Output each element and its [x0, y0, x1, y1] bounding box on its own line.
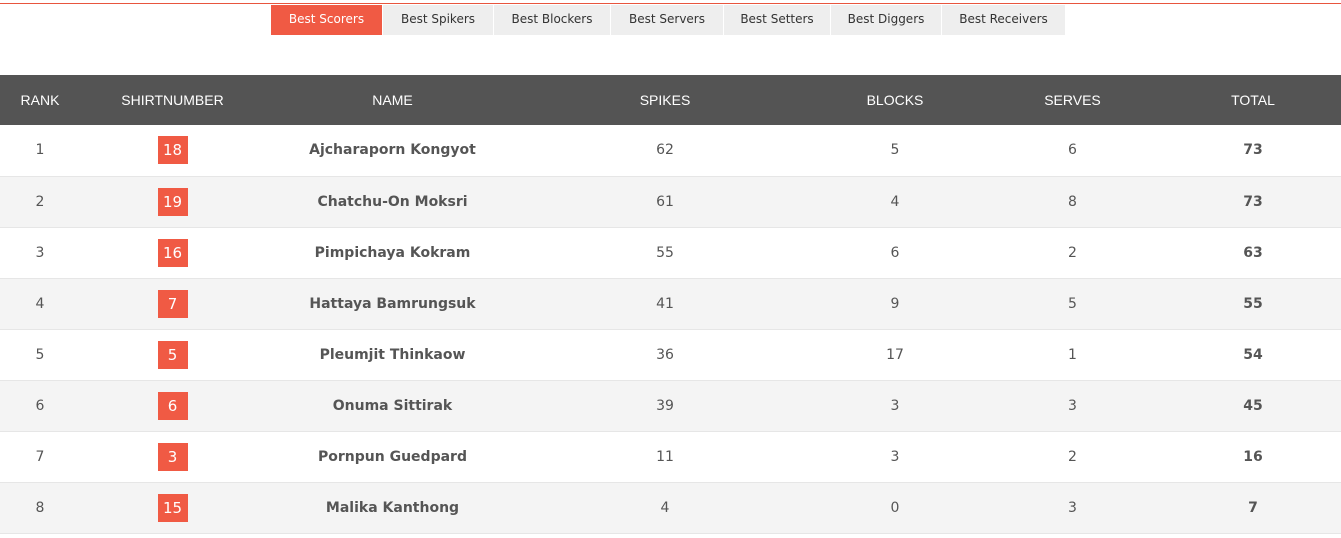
serves-cell: 6 — [1068, 142, 1077, 159]
shirt-number-badge: 18 — [157, 136, 188, 165]
total-cell: 73 — [1243, 142, 1263, 159]
table-row: 5 5 Pleumjit Thinkaow 36 17 1 54 — [0, 329, 1341, 380]
blocks-cell: 9 — [890, 295, 900, 312]
tab-best-setters[interactable]: Best Setters — [724, 5, 830, 35]
table-header-row: RANK SHIRTNUMBER NAME SPIKES BLOCKS SERV… — [0, 75, 1341, 125]
shirt-cell: 3 — [80, 431, 265, 482]
serves-cell: 2 — [1068, 244, 1077, 261]
shirt-cell: 6 — [80, 380, 265, 431]
player-stats-table: RANK SHIRTNUMBER NAME SPIKES BLOCKS SERV… — [0, 75, 1341, 534]
column-header-shirtnumber[interactable]: SHIRTNUMBER — [121, 92, 224, 108]
rank-cell: 5 — [35, 346, 45, 363]
blocks-cell: 0 — [890, 499, 900, 516]
player-name[interactable]: Hattaya Bamrungsuk — [309, 295, 476, 312]
tab-best-spikers[interactable]: Best Spikers — [383, 5, 493, 35]
serves-cell: 3 — [1068, 499, 1077, 516]
player-name[interactable]: Pornpun Guedpard — [318, 448, 467, 465]
spikes-cell: 11 — [656, 448, 674, 465]
blocks-cell: 5 — [890, 142, 900, 159]
spikes-cell: 36 — [656, 346, 674, 363]
column-header-rank[interactable]: RANK — [20, 92, 60, 108]
rank-cell: 7 — [35, 448, 45, 465]
serves-cell: 2 — [1068, 448, 1077, 465]
total-cell: 16 — [1243, 448, 1263, 465]
rank-cell: 1 — [35, 142, 45, 159]
total-cell: 54 — [1243, 346, 1263, 363]
table-row: 1 18 Ajcharaporn Kongyot 62 5 6 73 — [0, 125, 1341, 176]
rank-cell: 6 — [35, 397, 45, 414]
column-header-blocks[interactable]: BLOCKS — [866, 92, 924, 108]
spikes-cell: 4 — [660, 499, 670, 516]
column-header-serves[interactable]: SERVES — [1044, 92, 1101, 108]
blocks-cell: 6 — [890, 244, 900, 261]
shirt-number-badge: 16 — [157, 238, 188, 267]
player-name[interactable]: Pleumjit Thinkaow — [319, 346, 466, 363]
shirt-cell: 15 — [80, 482, 265, 533]
rank-cell: 8 — [35, 499, 45, 516]
player-name[interactable]: Ajcharaporn Kongyot — [309, 142, 476, 159]
blocks-cell: 17 — [886, 346, 904, 363]
blocks-cell: 3 — [890, 397, 900, 414]
shirt-number-badge: 5 — [157, 340, 188, 369]
shirt-cell: 18 — [80, 125, 265, 176]
table-row: 8 15 Malika Kanthong 4 0 3 7 — [0, 482, 1341, 533]
player-name[interactable]: Malika Kanthong — [325, 499, 460, 516]
shirt-number-badge: 19 — [157, 187, 188, 216]
serves-cell: 1 — [1068, 346, 1077, 363]
blocks-cell: 4 — [890, 193, 900, 210]
spikes-cell: 62 — [656, 142, 674, 159]
player-name[interactable]: Chatchu-On Moksri — [317, 193, 468, 210]
tab-best-servers[interactable]: Best Servers — [611, 5, 723, 35]
total-cell: 63 — [1243, 244, 1263, 261]
total-cell: 7 — [1248, 499, 1258, 516]
total-cell: 45 — [1243, 397, 1263, 414]
spikes-cell: 41 — [656, 295, 674, 312]
shirt-number-badge: 3 — [157, 442, 188, 471]
spikes-cell: 39 — [656, 397, 674, 414]
serves-cell: 5 — [1068, 295, 1077, 312]
tab-best-blockers[interactable]: Best Blockers — [494, 5, 610, 35]
column-header-spikes[interactable]: SPIKES — [639, 92, 691, 108]
total-cell: 55 — [1243, 295, 1263, 312]
table-row: 2 19 Chatchu-On Moksri 61 4 8 73 — [0, 176, 1341, 227]
column-header-total[interactable]: TOTAL — [1231, 92, 1275, 108]
shirt-cell: 5 — [80, 329, 265, 380]
column-header-name[interactable]: NAME — [372, 92, 413, 108]
rank-cell: 3 — [35, 244, 45, 261]
blocks-cell: 3 — [890, 448, 900, 465]
serves-cell: 3 — [1068, 397, 1077, 414]
tab-best-diggers[interactable]: Best Diggers — [831, 5, 941, 35]
table-row: 3 16 Pimpichaya Kokram 55 6 2 63 — [0, 227, 1341, 278]
total-cell: 73 — [1243, 193, 1263, 210]
shirt-cell: 7 — [80, 278, 265, 329]
table-row: 7 3 Pornpun Guedpard 11 3 2 16 — [0, 431, 1341, 482]
shirt-number-badge: 6 — [157, 391, 188, 420]
player-name[interactable]: Onuma Sittirak — [332, 397, 453, 414]
shirt-cell: 19 — [80, 176, 265, 227]
spikes-cell: 61 — [656, 193, 674, 210]
rank-cell: 4 — [35, 295, 45, 312]
tab-best-receivers[interactable]: Best Receivers — [942, 5, 1065, 35]
shirt-cell: 16 — [80, 227, 265, 278]
spikes-cell: 55 — [656, 244, 674, 261]
stats-category-tabs: Best Scorers Best Spikers Best Blockers … — [271, 5, 1066, 35]
top-accent-rule — [0, 3, 1341, 4]
player-name[interactable]: Pimpichaya Kokram — [314, 244, 471, 261]
shirt-number-badge: 7 — [157, 289, 188, 318]
table-row: 6 6 Onuma Sittirak 39 3 3 45 — [0, 380, 1341, 431]
tab-best-scorers[interactable]: Best Scorers — [271, 5, 382, 35]
table-row: 4 7 Hattaya Bamrungsuk 41 9 5 55 — [0, 278, 1341, 329]
shirt-number-badge: 15 — [157, 493, 188, 522]
serves-cell: 8 — [1068, 193, 1077, 210]
rank-cell: 2 — [35, 193, 45, 210]
